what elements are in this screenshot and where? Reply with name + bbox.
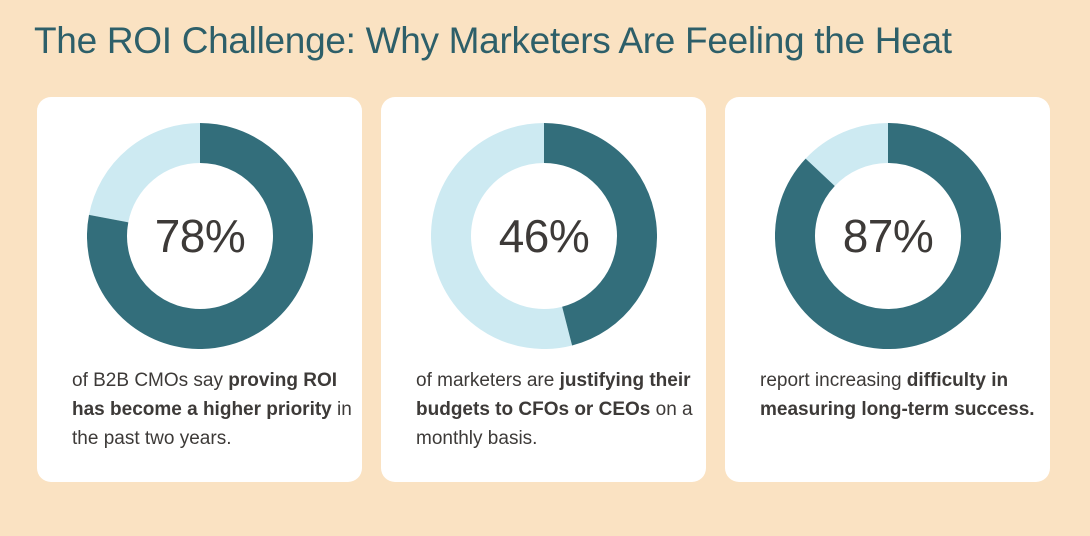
donut-chart-budget-justification [431, 123, 657, 349]
donut-segment-remainder [431, 123, 573, 349]
stat-card-cmo-roi: 78% of B2B CMOs say proving ROI has beco… [37, 97, 362, 482]
caption-text: on a monthly basis. [416, 399, 693, 449]
caption-text: of B2B CMOs say [72, 370, 229, 391]
page-title: The ROI Challenge: Why Marketers Are Fee… [34, 20, 952, 61]
donut-segment-remainder [805, 123, 889, 187]
caption-emphasis: justifying their budgets to CFOs or CEOs [416, 370, 691, 420]
stat-value-long-term-measurement: 87% [842, 210, 934, 262]
stat-card-long-term-measurement: 87% report increasing difficulty in meas… [725, 97, 1050, 482]
stat-caption-long-term-measurement: report increasing difficulty in measurin… [760, 366, 1045, 424]
stat-caption-budget-justification: of marketers are justifying their budget… [416, 366, 701, 453]
donut-segment-value [543, 123, 657, 346]
stat-value-cmo-roi: 78% [154, 210, 246, 262]
caption-text: report increasing [760, 370, 907, 391]
donut-chart-cmo-roi [87, 123, 313, 349]
caption-text: in the past two years. [72, 399, 352, 449]
caption-text: of marketers are [416, 370, 560, 391]
stat-value-budget-justification: 46% [498, 210, 590, 262]
donut-segment-value [87, 123, 313, 349]
donut-segment-value [775, 123, 1001, 349]
stat-cards: 78% of B2B CMOs say proving ROI has beco… [37, 97, 1050, 482]
donut-segment-remainder [89, 123, 201, 224]
stat-caption-cmo-roi: of B2B CMOs say proving ROI has become a… [72, 366, 357, 453]
stat-card-budget-justification: 46% of marketers are justifying their bu… [381, 97, 706, 482]
caption-emphasis: proving ROI has become a higher priority [72, 370, 338, 420]
donut-chart-long-term-measurement [775, 123, 1001, 349]
caption-emphasis: difficulty in measuring long-term succes… [760, 370, 1035, 420]
